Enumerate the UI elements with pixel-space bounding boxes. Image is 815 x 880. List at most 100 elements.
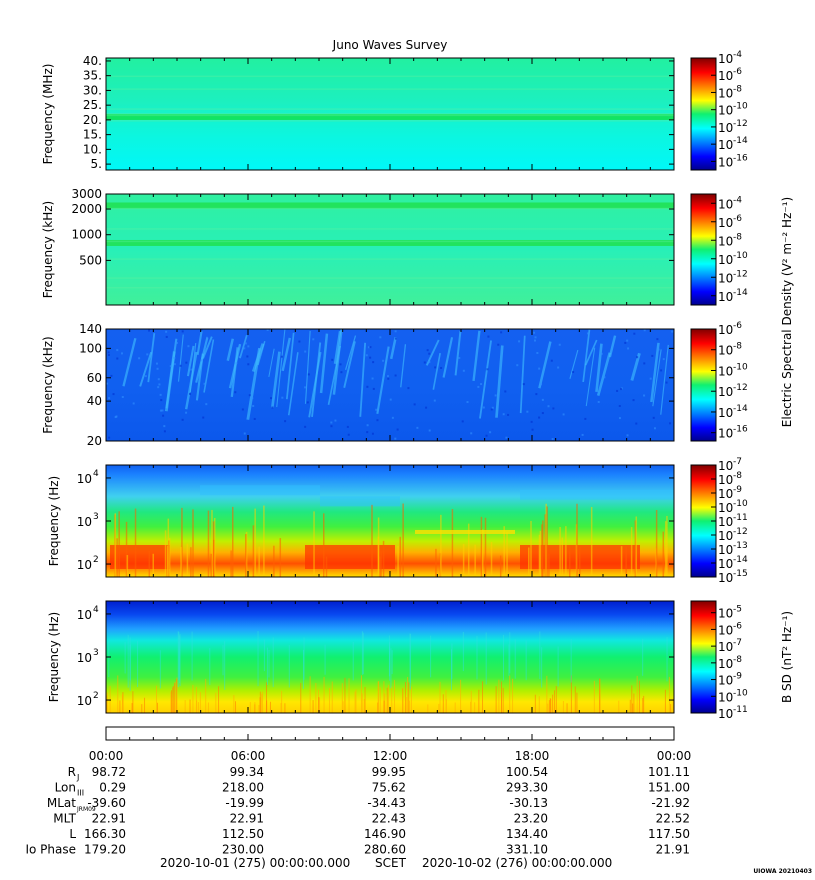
noise-speck xyxy=(181,418,184,421)
noise-speck xyxy=(371,377,374,380)
noise-speck xyxy=(434,366,437,369)
noise-speck xyxy=(266,329,269,332)
noise-speck xyxy=(657,348,660,351)
noise-speck xyxy=(653,427,656,430)
noise-speck xyxy=(235,362,238,365)
noise-speck xyxy=(500,331,503,334)
emission-streak xyxy=(432,352,441,390)
colorbar-tick-exponent: -15 xyxy=(733,569,748,579)
noise-speck xyxy=(340,371,343,374)
emission-streak xyxy=(333,330,342,364)
ephemeris-row-label: R xyxy=(68,765,76,779)
emission-streak xyxy=(147,332,156,383)
faint-band xyxy=(106,114,674,117)
colorbar-tick-label: 10 xyxy=(718,623,733,637)
emission-streak xyxy=(650,342,660,403)
ephemeris-value: 151.00 xyxy=(648,781,690,795)
emission-band xyxy=(106,239,674,246)
emission-streak xyxy=(268,348,275,378)
noise-speck xyxy=(530,420,533,423)
emission-streak xyxy=(595,343,603,392)
ephemeris-value: 22.91 xyxy=(230,812,264,826)
faint-band xyxy=(106,88,674,90)
emission-streak xyxy=(343,341,356,388)
noise-speck xyxy=(112,393,115,396)
noise-speck xyxy=(541,398,544,401)
noise-speck xyxy=(330,421,333,424)
ephemeris-value: -39.60 xyxy=(87,796,126,810)
noise-speck xyxy=(662,358,665,361)
y-axis-label: Frequency (kHz) xyxy=(41,201,55,298)
noise-speck xyxy=(306,401,309,404)
y-tick-label: 40 xyxy=(87,394,102,408)
emission-streak xyxy=(319,333,329,394)
noise-speck xyxy=(244,342,247,345)
emission-streak xyxy=(186,345,195,377)
noise-speck xyxy=(372,361,375,364)
noise-speck xyxy=(386,375,389,378)
y-axis-label: Frequency (Hz) xyxy=(47,612,61,703)
colorbar-tick-label: 10 xyxy=(718,690,733,704)
noise-speck xyxy=(433,399,436,402)
noise-speck xyxy=(538,367,541,370)
colorbar-tick-exponent: -7 xyxy=(733,638,742,648)
colorbar-tick-exponent: -4 xyxy=(733,50,742,60)
emission-streak xyxy=(332,329,343,395)
noise-speck xyxy=(550,359,553,362)
y-tick-label: 1000 xyxy=(71,228,102,242)
noise-speck xyxy=(489,431,492,434)
noise-speck xyxy=(626,434,629,437)
noise-speck xyxy=(202,416,205,419)
ephemeris-row-label: Lon xyxy=(55,781,76,795)
ephemeris-row-label: L xyxy=(69,827,76,841)
emission-streak xyxy=(281,337,291,372)
y-axis-label: Frequency (kHz) xyxy=(41,336,55,433)
emission-streak xyxy=(276,329,286,408)
y-tick-label: 10 xyxy=(77,515,92,529)
emission-streak xyxy=(660,344,669,415)
noise-speck xyxy=(369,356,372,359)
faint-band xyxy=(106,108,674,110)
noise-speck xyxy=(669,422,672,425)
y-tick-label: 10 xyxy=(77,651,92,665)
noise-speck xyxy=(632,399,635,402)
noise-speck xyxy=(504,390,507,393)
y-tick-label: 10. xyxy=(83,142,102,156)
y-tick-label: 35. xyxy=(83,69,102,83)
noise-speck xyxy=(636,356,639,359)
emission-streak xyxy=(538,341,552,389)
emission-streak xyxy=(389,337,397,360)
ephemeris-value: 179.20 xyxy=(84,843,126,857)
emission-streak xyxy=(454,331,462,376)
colorbar-tick-exponent: -7 xyxy=(733,457,742,467)
noise-speck xyxy=(665,381,668,384)
noise-speck xyxy=(205,403,208,406)
noise-speck xyxy=(241,408,244,411)
noise-speck xyxy=(334,419,337,422)
colorbar-tick-exponent: -9 xyxy=(733,485,742,495)
noise-speck xyxy=(534,336,537,339)
noise-speck xyxy=(248,394,251,397)
emission-streak xyxy=(287,352,299,416)
noise-speck xyxy=(120,352,123,355)
emission-band xyxy=(106,113,674,120)
colorbar-tick-label: 10 xyxy=(718,515,733,529)
noise-speck xyxy=(375,408,378,411)
noise-speck xyxy=(533,339,536,342)
noise-speck xyxy=(179,364,182,367)
noise-speck xyxy=(185,411,188,414)
noise-speck xyxy=(116,349,119,352)
colorbar-tick-label: 10 xyxy=(718,459,733,473)
ephemeris-value: 21.91 xyxy=(656,843,690,857)
colorbar-tick-exponent: -4 xyxy=(733,195,742,205)
colorbar-tick-exponent: -14 xyxy=(733,288,748,298)
faint-band xyxy=(106,120,674,122)
noise-speck xyxy=(169,365,172,368)
colorbar-ramp xyxy=(690,193,717,306)
spectrogram-image xyxy=(106,329,674,441)
noise-speck xyxy=(440,366,443,369)
noise-speck xyxy=(252,404,255,407)
ephemeris-value: 117.50 xyxy=(648,827,690,841)
